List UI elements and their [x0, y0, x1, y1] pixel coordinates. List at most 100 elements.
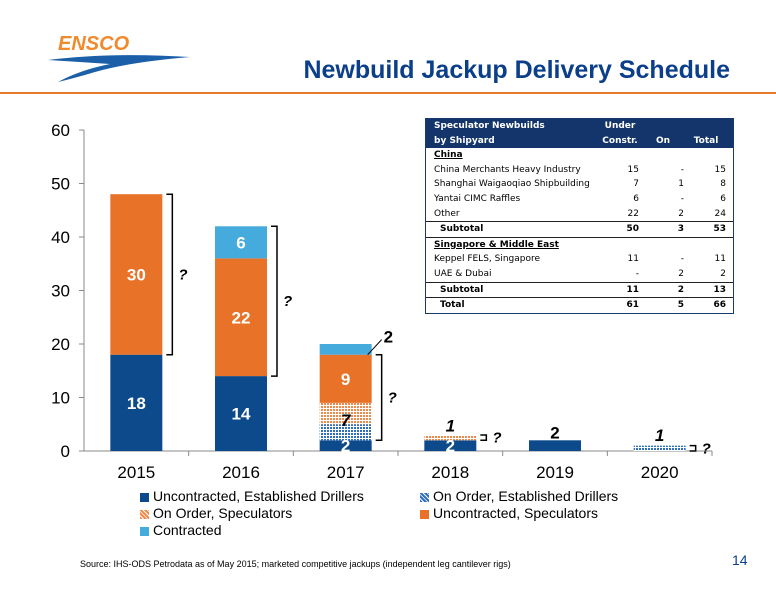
source-note: Source: IHS-ODS Petrodata as of May 2015… — [80, 559, 511, 569]
table-cell: 2 — [677, 284, 684, 295]
table-cell: 53 — [713, 224, 726, 235]
data-labels: 18 30 14 22 6 2 7 9 2 1 2 1 2 — [127, 233, 665, 455]
title-rule — [0, 92, 776, 94]
bar-segment — [633, 445, 686, 451]
bar-series — [110, 194, 686, 451]
table-cell: 11 — [714, 254, 726, 265]
legend-label: On Order, Speculators — [153, 505, 293, 521]
table-cell: 66 — [713, 300, 726, 311]
y-tick-label: 40 — [51, 228, 70, 247]
bracket-line — [689, 444, 697, 452]
data-label: 2 — [550, 423, 559, 442]
bracket-line — [480, 434, 488, 442]
speculator-newbuild-table: Speculator Newbuilds Under by Shipyard C… — [425, 118, 734, 314]
y-tick-label: 60 — [51, 121, 70, 140]
legend-label: On Order, Established Drillers — [433, 488, 619, 504]
table-cell: 11 — [626, 284, 639, 295]
y-tick-label: 20 — [51, 335, 70, 354]
data-label: 30 — [127, 265, 146, 284]
y-tick-label: 0 — [61, 442, 70, 461]
header-cell: Speculator Newbuilds — [434, 121, 545, 131]
table-section-row: China — [426, 148, 733, 163]
header-cell: Under — [604, 121, 636, 131]
header-cell: Total — [693, 135, 719, 146]
page-number: 14 — [732, 552, 748, 568]
bar-segment — [319, 402, 372, 425]
table-cell: Keppel FELS, Singapore — [434, 254, 541, 265]
table-cell: 50 — [626, 224, 639, 235]
table-row: Yantai CIMC Raffles 6 - 6 — [426, 192, 733, 207]
bar-segment — [319, 440, 372, 451]
x-tick-label: 2017 — [327, 463, 365, 482]
bracket-question-mark: ? — [283, 293, 292, 310]
y-tick-label: 10 — [51, 389, 70, 408]
header-cell: Constr. — [602, 135, 638, 146]
data-label: 1 — [446, 416, 455, 435]
legend-item: On Order, Speculators — [140, 505, 292, 522]
data-label: 18 — [127, 394, 146, 413]
table-cell: 8 — [720, 179, 726, 190]
bracket-question-mark: ? — [702, 440, 711, 457]
y-tick-label: 50 — [51, 175, 70, 194]
bar-segment — [215, 226, 267, 259]
section-label: Singapore & Middle East — [434, 239, 559, 250]
legend-label: Uncontracted, Established Drillers — [153, 488, 364, 504]
table-cell: 22 — [627, 208, 639, 219]
header-cell: by Shipyard — [434, 135, 495, 146]
data-label-outside: 2 — [384, 328, 393, 347]
legend-label: Uncontracted, Speculators — [433, 505, 598, 521]
bar-segment — [424, 434, 477, 441]
table-cell: 7 — [633, 179, 639, 190]
data-label: 6 — [236, 233, 245, 252]
table-cell: - — [680, 254, 684, 265]
table-cell: 1 — [678, 179, 684, 190]
data-label: 2 — [446, 437, 455, 456]
page-title: Newbuild Jackup Delivery Schedule — [303, 56, 730, 84]
legend-item: On Order, Established Drillers — [420, 488, 618, 505]
table-cell: Total — [440, 300, 465, 311]
logo-text: ENSCO — [58, 33, 130, 55]
data-label: 14 — [232, 405, 251, 424]
bar-segment — [215, 376, 267, 451]
label-leader-line — [367, 339, 383, 356]
table-cell: UAE & Dubai — [434, 268, 492, 279]
table-cell: 6 — [633, 193, 639, 204]
table-cell: 2 — [678, 208, 684, 219]
x-tick-label: 2019 — [536, 463, 574, 482]
ensco-logo: ENSCO — [40, 30, 200, 90]
table-cell: 24 — [714, 208, 726, 219]
table-cell: 15 — [714, 164, 726, 175]
table-row: Shanghai Waigaoqiao Shipbuilding 7 1 8 — [426, 177, 733, 192]
table-cell: 61 — [626, 300, 639, 311]
table-header-row: Speculator Newbuilds Under — [426, 119, 733, 134]
x-tick-label: 2016 — [222, 463, 260, 482]
table-cell: Subtotal — [440, 224, 484, 235]
table-cell: 3 — [677, 224, 684, 235]
table-row: Other 22 2 24 — [426, 207, 733, 222]
table-cell: 15 — [627, 164, 639, 175]
table-row: Keppel FELS, Singapore 11 - 11 — [426, 252, 733, 267]
table-cell: 2 — [678, 268, 684, 279]
legend-item: Contracted — [140, 522, 221, 539]
bracket-question-mark: ? — [388, 390, 397, 407]
table-cell: Shanghai Waigaoqiao Shipbuilding — [434, 179, 590, 190]
table-cell: 11 — [627, 254, 639, 265]
table-cell: 2 — [720, 268, 726, 279]
legend-swatch — [140, 492, 149, 502]
table-cell: - — [635, 268, 639, 279]
table-header-row: by Shipyard Constr. On Order Total — [426, 133, 733, 160]
legend-label: Contracted — [153, 522, 222, 538]
data-label: 9 — [341, 370, 350, 389]
section-label: China — [434, 150, 463, 161]
bracket-question-mark: ? — [178, 266, 187, 283]
bar-segment — [319, 344, 372, 355]
legend-item: Uncontracted, Speculators — [420, 505, 598, 522]
legend-swatch — [140, 509, 149, 519]
header-cell: On Order — [648, 135, 678, 161]
bracket-question-mark: ? — [492, 430, 501, 447]
data-label: 2 — [341, 437, 350, 456]
bracket-line — [166, 193, 174, 356]
data-label: 7 — [341, 411, 352, 430]
table-subtotal-row: Subtotal 11 2 13 — [426, 281, 733, 298]
bar-segment — [110, 354, 163, 451]
